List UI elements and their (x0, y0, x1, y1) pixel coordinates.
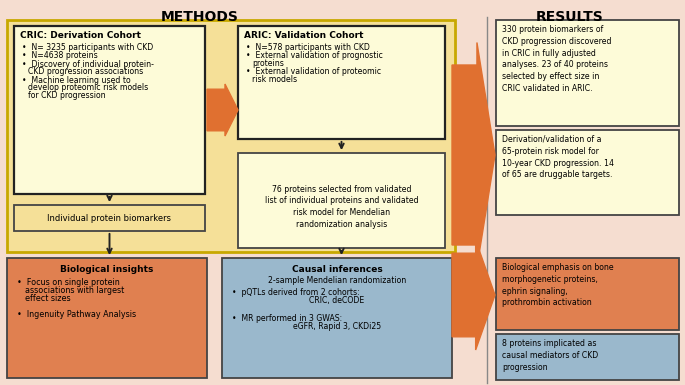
Text: ARIC: Validation Cohort: ARIC: Validation Cohort (244, 31, 364, 40)
Text: Biological insights: Biological insights (60, 265, 153, 274)
Text: Derivation/validation of a
65-protein risk model for
10-year CKD progression. 14: Derivation/validation of a 65-protein ri… (502, 135, 614, 179)
Text: •  N= 3235 participants with CKD: • N= 3235 participants with CKD (22, 43, 153, 52)
Text: CKD progression associations: CKD progression associations (28, 67, 143, 77)
Text: •  MR performed in 3 GWAS:: • MR performed in 3 GWAS: (232, 314, 342, 323)
Text: associations with largest: associations with largest (25, 286, 124, 295)
Bar (222, 258, 452, 378)
Text: METHODS: METHODS (161, 10, 239, 24)
Text: for CKD progression: for CKD progression (28, 91, 105, 100)
Polygon shape (452, 42, 495, 268)
Bar (7, 20, 455, 252)
Text: 8 proteins implicated as
causal mediators of CKD
progression: 8 proteins implicated as causal mediator… (502, 339, 598, 372)
Text: CRIC: Derivation Cohort: CRIC: Derivation Cohort (20, 31, 141, 40)
Text: Biological emphasis on bone
morphogenetic proteins,
ephrin signaling,
prothrombi: Biological emphasis on bone morphogeneti… (502, 263, 614, 307)
Polygon shape (207, 84, 238, 136)
Text: •  Discovery of individual protein-: • Discovery of individual protein- (22, 60, 154, 69)
Bar (496, 20, 679, 126)
Text: •  pQTLs derived from 2 cohorts:: • pQTLs derived from 2 cohorts: (232, 288, 360, 297)
Text: develop proteomic risk models: develop proteomic risk models (28, 84, 148, 92)
Bar (238, 26, 445, 139)
Bar (496, 258, 679, 330)
Text: eGFR, Rapid 3, CKDi25: eGFR, Rapid 3, CKDi25 (293, 322, 381, 331)
Bar (496, 130, 679, 215)
Text: 2-sample Mendelian randomization: 2-sample Mendelian randomization (268, 276, 406, 285)
Bar (238, 153, 445, 248)
Text: CRIC, deCODE: CRIC, deCODE (310, 296, 364, 305)
Bar (7, 258, 207, 378)
Text: risk models: risk models (252, 75, 297, 84)
Text: 76 proteins selected from validated
list of individual proteins and validated
ri: 76 proteins selected from validated list… (264, 184, 419, 229)
Bar (14, 26, 205, 194)
Text: •  External validation of prognostic: • External validation of prognostic (246, 52, 383, 60)
Text: •  External validation of proteomic: • External validation of proteomic (246, 67, 381, 77)
Text: •  Focus on single protein: • Focus on single protein (17, 278, 120, 287)
Text: •  Ingenuity Pathway Analysis: • Ingenuity Pathway Analysis (17, 310, 136, 319)
Polygon shape (452, 240, 495, 350)
Text: 330 protein biomarkers of
CKD progression discovered
in CRIC in fully adjusted
a: 330 protein biomarkers of CKD progressio… (502, 25, 612, 93)
Bar (496, 334, 679, 380)
Text: proteins: proteins (252, 59, 284, 68)
Text: effect sizes: effect sizes (25, 294, 71, 303)
Text: Individual protein biomarkers: Individual protein biomarkers (47, 214, 171, 223)
Text: •  N=4638 proteins: • N=4638 proteins (22, 52, 98, 60)
Text: RESULTS: RESULTS (536, 10, 604, 24)
Bar (14, 205, 205, 231)
Text: •  N=578 participants with CKD: • N=578 participants with CKD (246, 43, 370, 52)
Text: Causal inferences: Causal inferences (292, 265, 382, 274)
Text: •  Machine learning used to: • Machine learning used to (22, 76, 131, 85)
